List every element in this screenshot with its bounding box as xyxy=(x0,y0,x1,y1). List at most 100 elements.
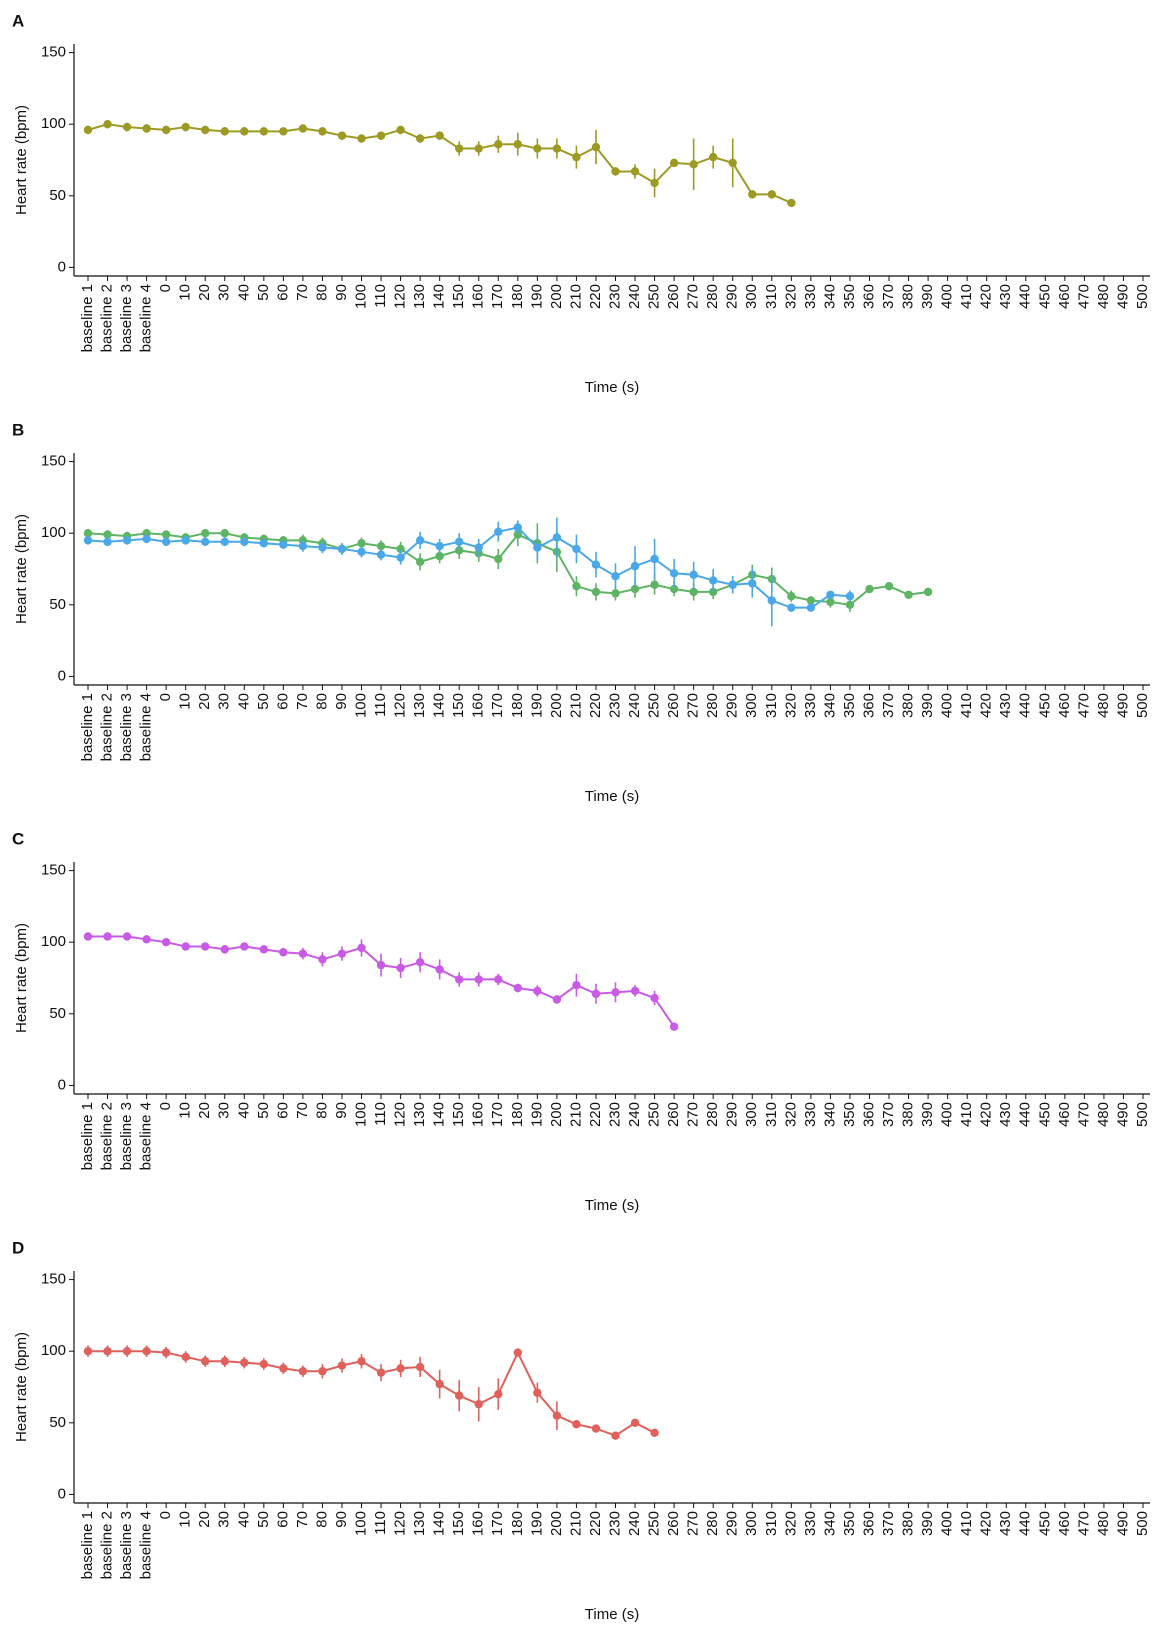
x-tick-label: 390 xyxy=(919,693,936,718)
mean-point xyxy=(435,551,444,561)
x-tick-label: 380 xyxy=(900,1102,917,1127)
x-tick-label: baseline 3 xyxy=(118,1511,135,1579)
x-tick-label: 330 xyxy=(802,693,819,718)
x-tick-label: 500 xyxy=(1134,284,1151,309)
mean-line xyxy=(88,935,675,1028)
mean-point xyxy=(161,530,171,539)
mean-point xyxy=(220,528,229,538)
mean-point xyxy=(435,1379,444,1389)
mean-point xyxy=(122,536,132,545)
x-tick-label: 160 xyxy=(470,1511,487,1536)
x-tick-label: 30 xyxy=(216,284,233,301)
mean-point xyxy=(611,571,620,581)
mean-line xyxy=(88,1350,656,1437)
x-tick-label: 10 xyxy=(177,1102,194,1119)
panel-label: B xyxy=(12,420,24,439)
x-tick-label: 400 xyxy=(939,1511,956,1536)
x-tick-label: 80 xyxy=(313,284,330,301)
x-tick-label: 460 xyxy=(1056,284,1073,309)
x-tick-label: 300 xyxy=(743,284,760,309)
x-tick-label: 380 xyxy=(900,693,917,718)
mean-point xyxy=(591,989,601,998)
mean-point xyxy=(337,131,347,140)
mean-point xyxy=(201,1357,210,1366)
x-tick-label: 350 xyxy=(841,1102,858,1127)
x-tick-label: 200 xyxy=(548,693,565,718)
y-tick-label: 0 xyxy=(58,667,66,684)
mean-point xyxy=(845,600,855,610)
x-tick-label: 140 xyxy=(431,693,448,718)
x-tick-label: 340 xyxy=(821,1102,838,1127)
x-tick-label: 340 xyxy=(821,693,838,718)
mean-point xyxy=(240,1358,249,1367)
x-tick-label: 190 xyxy=(528,693,545,718)
mean-point xyxy=(884,581,894,591)
x-tick-label: 130 xyxy=(411,693,428,718)
mean-point xyxy=(611,589,620,598)
x-tick-label: 340 xyxy=(821,284,838,309)
x-tick-label: 290 xyxy=(724,693,741,718)
x-tick-label: baseline 4 xyxy=(138,284,155,352)
x-tick-label: 10 xyxy=(177,693,194,710)
x-tick-label: 480 xyxy=(1095,693,1112,718)
mean-point xyxy=(708,152,718,162)
mean-point xyxy=(474,975,483,984)
x-tick-label: 320 xyxy=(782,1511,799,1536)
mean-point xyxy=(611,988,620,997)
x-tick-label: 460 xyxy=(1056,1511,1073,1536)
x-axis-label: Time (s) xyxy=(585,1197,639,1214)
mean-point xyxy=(474,1399,483,1409)
x-tick-label: 360 xyxy=(860,693,877,718)
mean-point xyxy=(533,144,542,153)
y-tick-label: 0 xyxy=(58,1076,66,1093)
y-tick-label: 150 xyxy=(41,44,66,61)
x-tick-label: 250 xyxy=(646,693,663,718)
x-tick-label: baseline 1 xyxy=(79,1102,96,1170)
mean-point xyxy=(103,530,112,539)
mean-point xyxy=(728,580,737,589)
mean-point xyxy=(806,596,816,605)
y-tick-label: 100 xyxy=(41,933,66,950)
mean-point xyxy=(103,119,112,129)
mean-point xyxy=(376,550,386,559)
mean-point xyxy=(357,547,366,557)
x-tick-label: 130 xyxy=(411,1102,428,1127)
x-tick-label: 400 xyxy=(939,284,956,309)
x-tick-label: baseline 2 xyxy=(99,693,116,761)
x-tick-label: 360 xyxy=(860,1102,877,1127)
x-tick-label: 70 xyxy=(294,1511,311,1528)
x-tick-label: 250 xyxy=(646,1511,663,1536)
x-tick-label: 50 xyxy=(255,1102,272,1119)
mean-point xyxy=(396,1364,405,1373)
y-tick-label: 100 xyxy=(41,1342,66,1359)
x-tick-label: 130 xyxy=(411,1511,428,1536)
x-axis-label: Time (s) xyxy=(585,788,639,805)
y-axis-label: Heart rate (bpm) xyxy=(13,105,30,215)
mean-point xyxy=(591,1424,601,1433)
x-tick-label: 220 xyxy=(587,1102,604,1127)
x-tick-label: 420 xyxy=(978,1102,995,1127)
mean-point xyxy=(318,127,327,136)
x-tick-label: 300 xyxy=(743,1511,760,1536)
mean-point xyxy=(396,553,405,562)
x-tick-label: 260 xyxy=(665,284,682,309)
mean-point xyxy=(572,1420,581,1429)
mean-point xyxy=(767,596,776,605)
x-tick-label: 360 xyxy=(860,284,877,309)
mean-point xyxy=(298,949,308,958)
y-tick-label: 50 xyxy=(49,1005,66,1022)
x-tick-label: 150 xyxy=(450,284,467,309)
x-tick-label: 450 xyxy=(1036,693,1053,718)
y-axis-label: Heart rate (bpm) xyxy=(13,1332,30,1442)
mean-point xyxy=(83,1346,93,1356)
mean-point xyxy=(826,597,835,607)
x-tick-label: 230 xyxy=(606,1102,623,1127)
panel-label: D xyxy=(12,1238,24,1257)
x-tick-label: 470 xyxy=(1075,284,1092,309)
mean-point xyxy=(376,541,386,551)
x-tick-label: 420 xyxy=(978,693,995,718)
mean-point xyxy=(787,603,796,612)
mean-point xyxy=(728,158,737,168)
mean-point xyxy=(103,537,112,546)
x-tick-label: 440 xyxy=(1017,1102,1034,1127)
